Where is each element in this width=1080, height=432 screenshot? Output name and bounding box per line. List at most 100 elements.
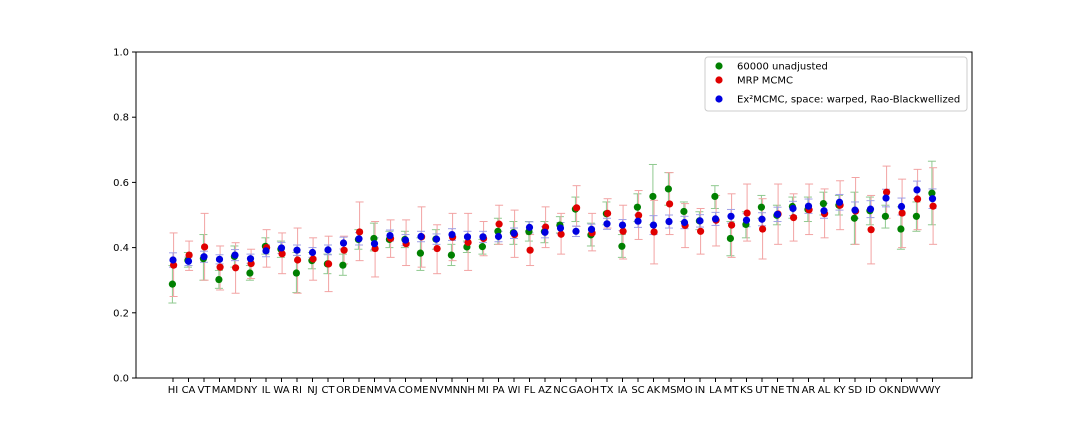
x-tick-label: UT — [755, 385, 769, 396]
x-tick-label: FL — [524, 385, 536, 396]
data-point — [757, 203, 766, 211]
data-point — [898, 209, 906, 217]
data-point — [215, 275, 223, 284]
plot-frame — [135, 51, 973, 379]
legend-marker — [715, 95, 723, 103]
data-point — [696, 217, 704, 225]
data-point — [804, 202, 813, 210]
data-point — [356, 228, 364, 236]
data-point — [573, 204, 581, 212]
legend-label: 60000 unadjusted — [737, 62, 828, 73]
data-point — [464, 238, 472, 246]
data-point — [572, 227, 580, 235]
legend-label: MRP MCMC — [737, 76, 793, 87]
data-point — [697, 227, 705, 235]
data-point — [603, 220, 611, 228]
x-tick-label: NJ — [307, 385, 317, 396]
data-point — [185, 251, 193, 259]
x-tick-label: OH — [584, 385, 599, 396]
legend-marker — [715, 62, 723, 70]
x-tick-label: WI — [508, 385, 521, 396]
x-tick-label: IL — [262, 385, 271, 396]
data-point — [557, 230, 565, 238]
data-point — [897, 225, 905, 233]
data-point — [169, 256, 177, 264]
data-point — [556, 224, 565, 232]
data-point — [478, 243, 486, 251]
data-point — [216, 263, 224, 271]
data-point — [495, 220, 503, 228]
data-point — [758, 215, 766, 223]
x-tick-label: DE — [352, 385, 366, 396]
data-point — [851, 206, 859, 214]
data-point — [850, 214, 859, 222]
data-point — [634, 217, 642, 225]
x-tick-label: IN — [695, 385, 705, 396]
data-point — [494, 232, 503, 241]
data-point — [929, 202, 937, 210]
data-point — [525, 223, 534, 231]
x-tick-label: OR — [336, 385, 351, 396]
data-point — [448, 230, 456, 239]
data-point — [463, 233, 472, 241]
y-tick-label: 0.8 — [113, 113, 129, 124]
data-point — [526, 246, 534, 254]
x-tick-label: ND — [894, 385, 909, 396]
data-point — [184, 257, 193, 265]
data-point — [168, 280, 176, 288]
data-point — [742, 216, 751, 224]
data-point — [883, 188, 891, 196]
data-point — [881, 212, 890, 220]
data-point — [201, 243, 209, 251]
data-point — [680, 207, 688, 216]
data-point — [711, 215, 720, 223]
x-tick-label: VA — [383, 385, 396, 396]
data-point — [604, 209, 612, 217]
data-point — [882, 194, 890, 202]
data-point — [664, 185, 673, 193]
x-tick-label: KY — [833, 385, 846, 396]
data-point — [386, 231, 394, 240]
x-tick-label: WV — [909, 385, 926, 396]
data-point — [541, 228, 549, 236]
x-tick-label: MI — [477, 385, 489, 396]
data-point — [293, 246, 301, 254]
x-tick-label: SD — [848, 385, 862, 396]
data-point — [200, 253, 208, 261]
data-point — [262, 247, 270, 255]
data-point — [432, 235, 441, 243]
x-tick-label: WY — [925, 385, 942, 396]
x-tick-label: MS — [662, 385, 677, 396]
data-point — [447, 251, 455, 259]
data-point — [727, 212, 735, 220]
x-tick-label: MO — [676, 385, 693, 396]
data-point — [542, 223, 550, 231]
data-point — [618, 242, 626, 250]
x-tick-label: VT — [198, 385, 212, 396]
x-tick-label: LA — [709, 385, 722, 396]
x-tick-label: MN — [444, 385, 460, 396]
data-points — [168, 185, 937, 288]
data-point — [215, 255, 224, 263]
data-point — [711, 192, 719, 201]
data-point — [867, 226, 875, 234]
x-tick-label: WA — [273, 385, 289, 396]
data-point — [633, 203, 642, 211]
x-tick-label: PA — [492, 385, 504, 396]
x-tick-label: OK — [879, 385, 894, 396]
x-tick-label: ME — [414, 385, 429, 396]
x-tick-label: IA — [618, 385, 628, 396]
data-point — [835, 198, 844, 206]
data-point — [866, 205, 875, 213]
x-tick-label: AZ — [538, 385, 552, 396]
data-point — [820, 207, 828, 215]
data-point — [587, 225, 596, 233]
x-tick-label: CO — [398, 385, 413, 396]
legend: 60000 unadjusted MRP MCMC Ex²MCMC, space: … — [704, 56, 968, 112]
data-point — [649, 192, 657, 201]
data-point — [292, 269, 300, 277]
data-point — [897, 202, 906, 211]
legend-marker — [715, 76, 723, 84]
x-tick-label: CA — [182, 385, 196, 396]
